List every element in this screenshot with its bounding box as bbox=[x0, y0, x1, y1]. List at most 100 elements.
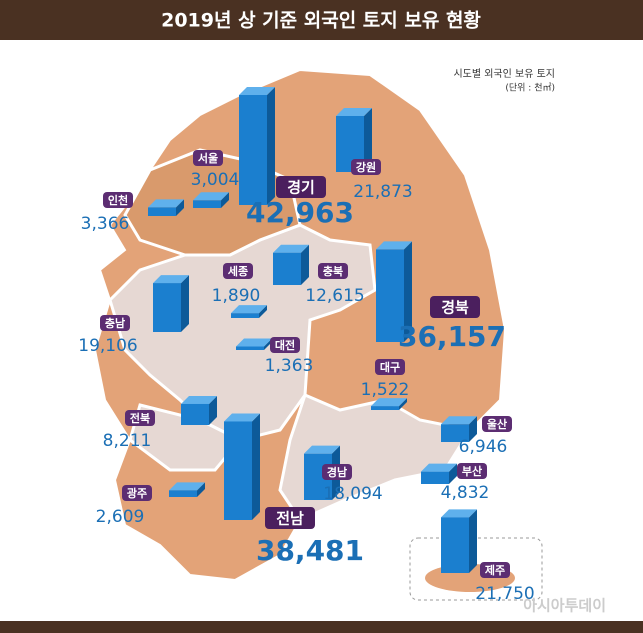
region-name: 대구 bbox=[380, 360, 400, 374]
region-pill bbox=[318, 263, 348, 279]
bar bbox=[239, 95, 267, 205]
region-label: 전북 bbox=[125, 410, 155, 426]
value-label: 38,481 bbox=[256, 534, 364, 567]
region-pill bbox=[125, 410, 155, 426]
value-label: 36,157 bbox=[398, 320, 506, 353]
bar-top bbox=[441, 509, 477, 518]
bar-side bbox=[469, 509, 477, 573]
region-pill bbox=[480, 562, 510, 578]
region-label: 광주 bbox=[122, 485, 152, 501]
region-name: 세종 bbox=[228, 264, 248, 278]
bar-top bbox=[421, 463, 457, 472]
bar-top bbox=[153, 275, 189, 284]
region-label: 세종 bbox=[223, 263, 253, 279]
region-name: 전남 bbox=[276, 510, 304, 528]
region-pill bbox=[122, 485, 152, 501]
region-name: 광주 bbox=[127, 487, 147, 500]
region-name: 전북 bbox=[130, 411, 150, 425]
value-label: 12,615 bbox=[305, 286, 364, 306]
bar bbox=[224, 421, 252, 520]
value-label: 21,750 bbox=[475, 584, 534, 604]
title-bar bbox=[0, 0, 643, 40]
bar bbox=[376, 249, 404, 342]
watermark: 아시아투데이 bbox=[523, 597, 606, 615]
region-pill bbox=[100, 315, 130, 331]
region-label: 대구 bbox=[375, 359, 405, 375]
bar-top bbox=[336, 107, 372, 116]
bar-side bbox=[301, 244, 309, 285]
region-label: 강원 bbox=[351, 159, 381, 175]
bar-side bbox=[364, 107, 372, 172]
bar-side bbox=[267, 87, 275, 205]
bar-top bbox=[376, 241, 412, 250]
bar bbox=[231, 313, 259, 318]
bar-side bbox=[176, 199, 184, 216]
bar bbox=[181, 403, 209, 425]
unit-note: (단위 : 천㎡) bbox=[505, 83, 555, 94]
region-name: 서울 bbox=[198, 151, 218, 165]
region-pill bbox=[351, 159, 381, 175]
bar bbox=[153, 283, 181, 332]
region-pill bbox=[482, 416, 512, 432]
bar-top bbox=[224, 413, 260, 422]
value-label: 1,890 bbox=[212, 286, 261, 306]
value-label: 21,873 bbox=[353, 182, 412, 202]
bar-top bbox=[148, 199, 184, 208]
bar bbox=[169, 490, 197, 497]
bar bbox=[273, 252, 301, 285]
region-label: 울산 bbox=[482, 416, 512, 432]
bar bbox=[371, 406, 399, 410]
region-pill bbox=[322, 464, 352, 480]
value-label: 42,963 bbox=[246, 196, 354, 229]
value-label: 2,609 bbox=[96, 507, 145, 527]
region-pill bbox=[375, 359, 405, 375]
region-name: 인천 bbox=[108, 193, 128, 207]
region-name: 울산 bbox=[487, 417, 507, 431]
region-label: 부산 bbox=[457, 463, 487, 479]
bar-side bbox=[449, 463, 457, 484]
region-label: 경남 bbox=[322, 464, 352, 480]
bar-side bbox=[181, 275, 189, 332]
bar-side bbox=[469, 416, 477, 442]
region-name: 제주 bbox=[485, 563, 505, 577]
region-label: 대전 bbox=[270, 337, 300, 353]
jeju-box bbox=[409, 537, 543, 601]
region-pill bbox=[193, 150, 223, 166]
region-name: 충북 bbox=[323, 264, 343, 278]
bar-side bbox=[404, 241, 412, 342]
region-label: 전남 bbox=[265, 507, 315, 529]
bar-top bbox=[236, 338, 272, 347]
region-name: 경북 bbox=[441, 299, 469, 317]
bar-top bbox=[273, 244, 309, 253]
bar bbox=[441, 424, 469, 442]
bar bbox=[236, 346, 264, 350]
bar-side bbox=[221, 192, 229, 208]
value-label: 4,832 bbox=[441, 483, 490, 503]
value-label: 8,211 bbox=[103, 431, 152, 451]
bar-top bbox=[239, 87, 275, 95]
region-name: 부산 bbox=[462, 464, 482, 478]
bar bbox=[441, 517, 469, 573]
bar-top bbox=[193, 192, 229, 201]
region-label: 인천 bbox=[103, 192, 133, 208]
region-name: 경기 bbox=[287, 179, 315, 197]
region-pill bbox=[457, 463, 487, 479]
bar-top bbox=[231, 305, 267, 314]
bar-side bbox=[252, 413, 260, 520]
region-name: 대전 bbox=[275, 338, 295, 352]
region-name: 강원 bbox=[356, 160, 376, 174]
chart-title: 2019년 상 기준 외국인 토지 보유 현황 bbox=[161, 9, 481, 32]
bar-top bbox=[304, 445, 340, 454]
region-pill bbox=[270, 337, 300, 353]
region-label: 충남 bbox=[100, 315, 130, 331]
bar-side bbox=[399, 398, 407, 410]
region-label: 충북 bbox=[318, 263, 348, 279]
bar-top bbox=[169, 482, 205, 491]
region-pill bbox=[223, 263, 253, 279]
region-label: 제주 bbox=[480, 562, 510, 578]
region-pill bbox=[103, 192, 133, 208]
bar-top bbox=[441, 416, 477, 425]
value-label: 19,106 bbox=[78, 336, 137, 356]
value-label: 3,004 bbox=[191, 170, 240, 190]
